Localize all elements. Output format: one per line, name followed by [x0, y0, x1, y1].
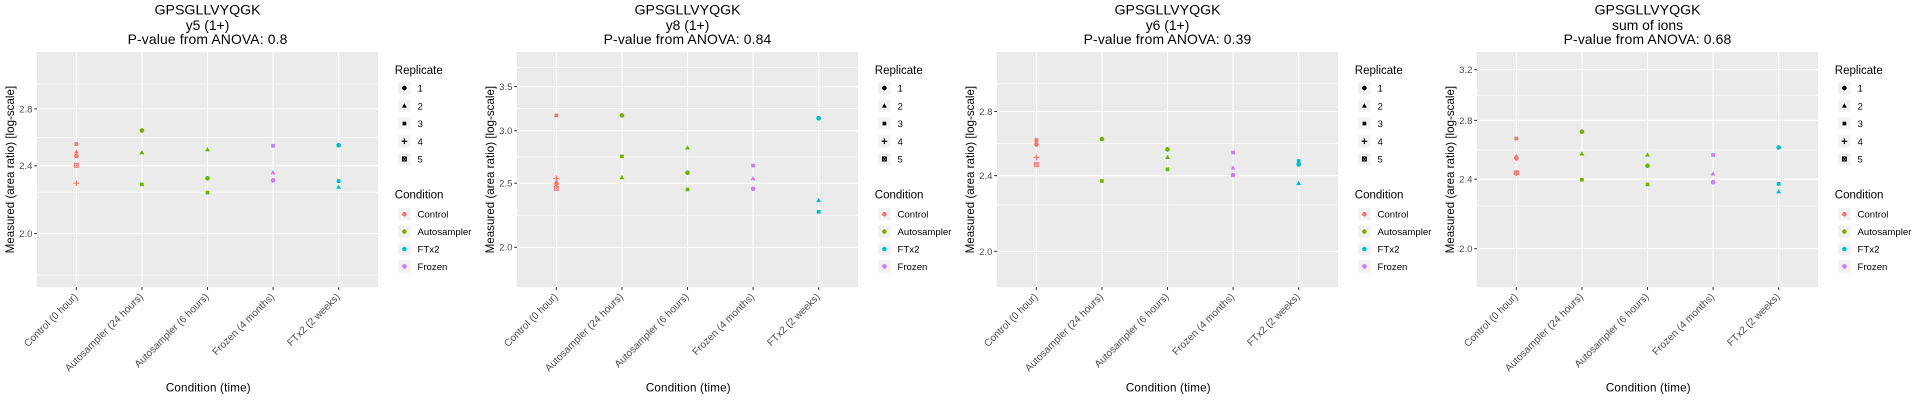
svg-text:2.0: 2.0	[19, 229, 32, 240]
svg-text:GPSGLLVYQGK: GPSGLLVYQGK	[154, 3, 261, 19]
svg-text:2.0: 2.0	[1459, 244, 1472, 255]
svg-text:2.4: 2.4	[19, 161, 33, 172]
svg-text:1: 1	[1378, 84, 1383, 95]
svg-text:3: 3	[1378, 119, 1383, 130]
svg-text:Condition: Condition	[875, 189, 924, 201]
svg-text:Condition (time): Condition (time)	[1126, 382, 1211, 395]
svg-text:Autosampler: Autosampler	[418, 227, 473, 238]
svg-text:FTx2: FTx2	[418, 245, 440, 256]
svg-text:5: 5	[418, 155, 423, 166]
svg-text:Condition: Condition	[395, 189, 444, 201]
svg-text:2.8: 2.8	[19, 104, 32, 115]
svg-text:1: 1	[418, 84, 423, 95]
svg-text:3.5: 3.5	[499, 82, 512, 93]
svg-text:2: 2	[1858, 101, 1863, 112]
svg-text:Control: Control	[1858, 210, 1889, 221]
svg-text:y8 (1+): y8 (1+)	[666, 17, 710, 33]
svg-text:2.0: 2.0	[499, 243, 512, 254]
svg-text:Condition: Condition	[1355, 189, 1404, 201]
svg-text:Condition (time): Condition (time)	[646, 382, 731, 395]
svg-text:5: 5	[898, 155, 903, 166]
svg-text:Condition (time): Condition (time)	[166, 382, 251, 395]
svg-text:Frozen: Frozen	[1378, 262, 1408, 273]
svg-text:2.0: 2.0	[979, 247, 992, 258]
svg-text:Replicate: Replicate	[1835, 65, 1883, 77]
svg-text:Measured (area ratio) [log-sca: Measured (area ratio) [log-scale]	[484, 86, 497, 254]
svg-text:P-value from ANOVA: 0.8: P-value from ANOVA: 0.8	[128, 31, 288, 47]
svg-text:2: 2	[418, 101, 423, 112]
svg-text:3.0: 3.0	[499, 126, 512, 137]
svg-text:Control: Control	[418, 210, 449, 221]
svg-text:P-value from ANOVA: 0.84: P-value from ANOVA: 0.84	[604, 31, 772, 47]
svg-text:Frozen: Frozen	[1858, 262, 1888, 273]
svg-text:sum of ions: sum of ions	[1612, 17, 1683, 33]
svg-text:Measured (area ratio) [log-sca: Measured (area ratio) [log-scale]	[964, 86, 977, 254]
svg-text:4: 4	[1858, 137, 1864, 148]
svg-text:1: 1	[1858, 84, 1863, 95]
svg-text:Control: Control	[1378, 210, 1409, 221]
svg-text:3: 3	[1858, 119, 1863, 130]
svg-text:P-value from ANOVA: 0.68: P-value from ANOVA: 0.68	[1564, 31, 1732, 47]
svg-text:y6 (1+): y6 (1+)	[1146, 17, 1190, 33]
svg-text:GPSGLLVYQGK: GPSGLLVYQGK	[1114, 3, 1221, 19]
svg-text:GPSGLLVYQGK: GPSGLLVYQGK	[634, 3, 741, 19]
svg-text:Autosampler: Autosampler	[898, 227, 953, 238]
svg-text:2.8: 2.8	[1459, 116, 1472, 127]
svg-text:1: 1	[898, 84, 903, 95]
svg-text:Autosampler: Autosampler	[1378, 227, 1433, 238]
svg-text:2: 2	[898, 101, 903, 112]
svg-text:4: 4	[1378, 137, 1384, 148]
svg-text:4: 4	[418, 137, 424, 148]
svg-text:Control: Control	[898, 210, 929, 221]
svg-text:Frozen: Frozen	[898, 262, 928, 273]
svg-text:FTx2: FTx2	[898, 245, 920, 256]
svg-text:Replicate: Replicate	[1355, 65, 1403, 77]
svg-text:Autosampler: Autosampler	[1858, 227, 1913, 238]
svg-text:3: 3	[898, 119, 903, 130]
svg-text:2: 2	[1378, 101, 1383, 112]
svg-text:Replicate: Replicate	[875, 65, 923, 77]
svg-text:Frozen: Frozen	[418, 262, 448, 273]
svg-text:5: 5	[1858, 155, 1863, 166]
svg-text:2.4: 2.4	[1459, 175, 1473, 186]
svg-text:FTx2: FTx2	[1858, 245, 1880, 256]
svg-text:2.8: 2.8	[979, 107, 992, 118]
svg-text:4: 4	[898, 137, 904, 148]
svg-text:y5 (1+): y5 (1+)	[186, 17, 230, 33]
svg-text:GPSGLLVYQGK: GPSGLLVYQGK	[1594, 3, 1701, 19]
svg-text:Measured (area ratio) [log-sca: Measured (area ratio) [log-scale]	[4, 86, 17, 254]
svg-text:Condition (time): Condition (time)	[1606, 382, 1691, 395]
svg-text:3: 3	[418, 119, 423, 130]
svg-text:Condition: Condition	[1835, 189, 1884, 201]
svg-text:Measured (area ratio) [log-sca: Measured (area ratio) [log-scale]	[1444, 86, 1457, 254]
svg-text:3.2: 3.2	[1459, 65, 1472, 76]
svg-text:5: 5	[1378, 155, 1383, 166]
svg-text:FTx2: FTx2	[1378, 245, 1400, 256]
svg-text:P-value from ANOVA: 0.39: P-value from ANOVA: 0.39	[1084, 31, 1252, 47]
svg-text:2.5: 2.5	[499, 179, 512, 190]
svg-text:2.4: 2.4	[979, 171, 993, 182]
svg-text:Replicate: Replicate	[395, 65, 443, 77]
